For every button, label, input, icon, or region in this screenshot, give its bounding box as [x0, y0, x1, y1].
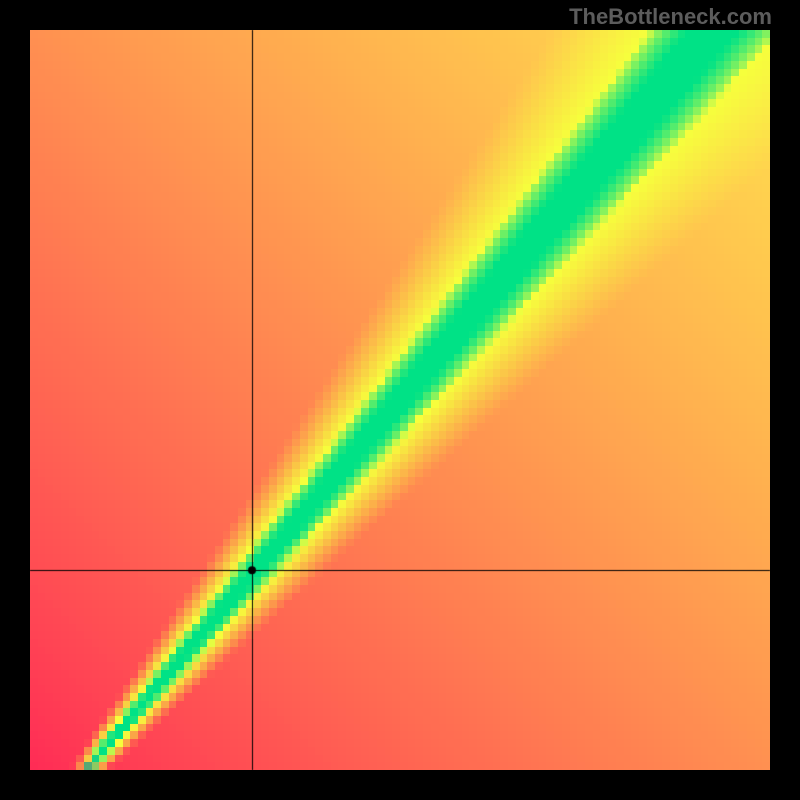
chart-container: TheBottleneck.com — [0, 0, 800, 800]
bottleneck-heatmap — [0, 0, 800, 800]
watermark-text: TheBottleneck.com — [569, 4, 772, 30]
